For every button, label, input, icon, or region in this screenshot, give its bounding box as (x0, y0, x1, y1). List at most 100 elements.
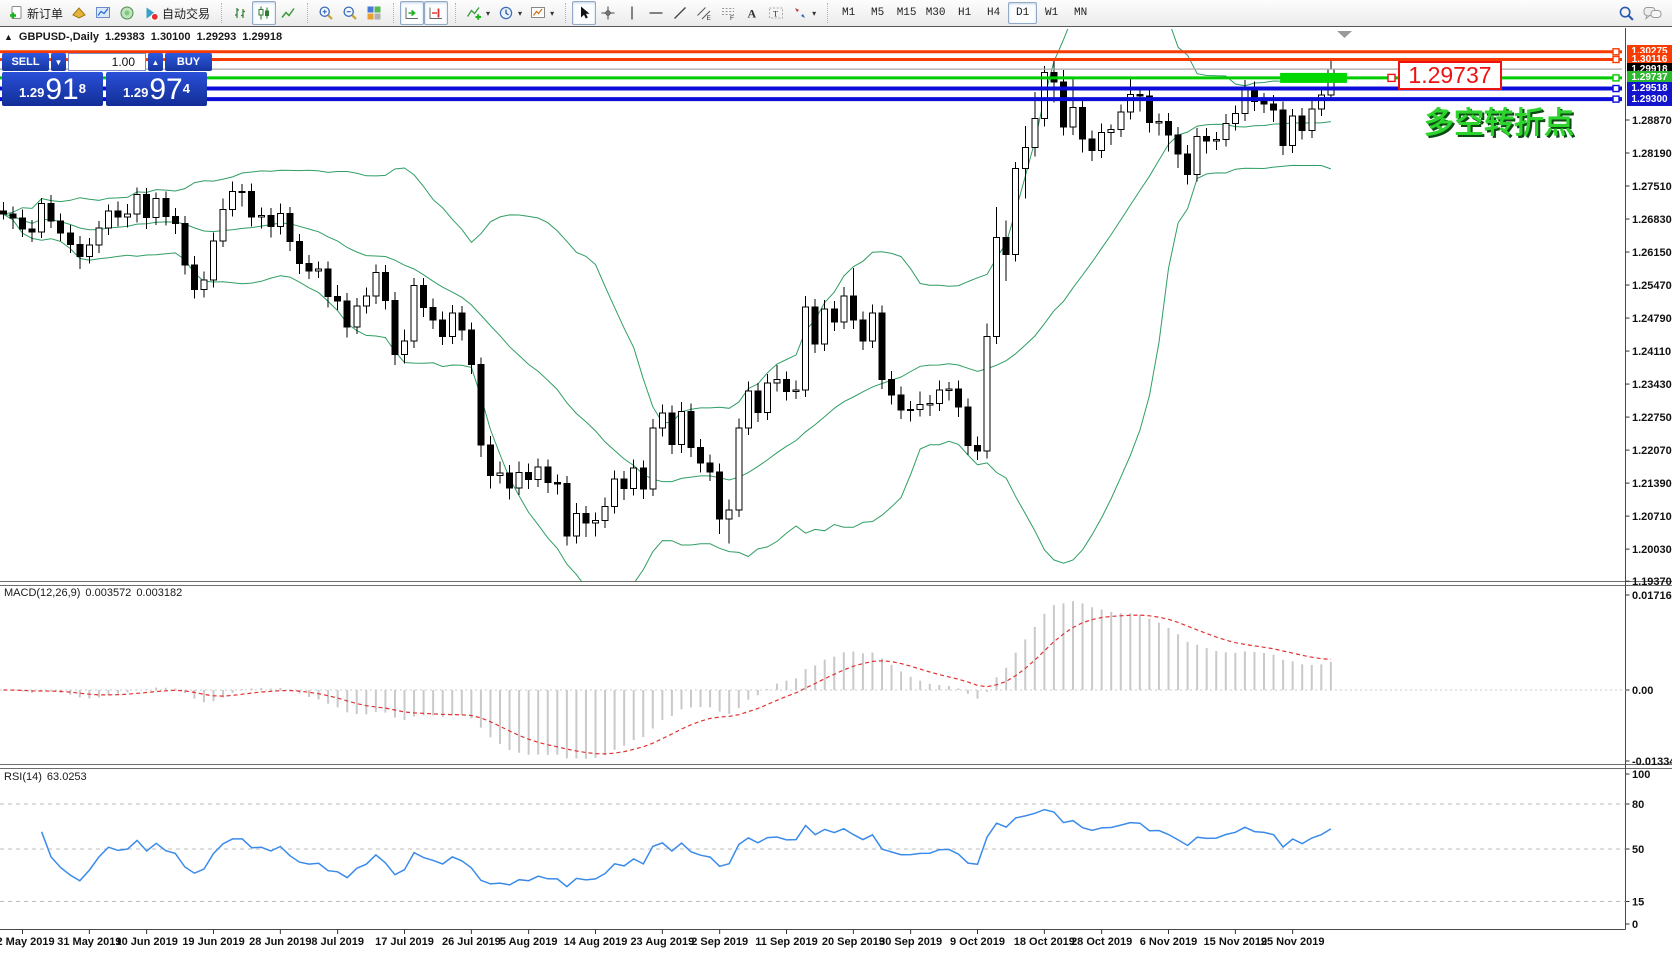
candle-body (267, 215, 275, 227)
price-tick-label: 1.28870 (1632, 115, 1672, 127)
candle-body (477, 364, 485, 446)
date-tick-label[interactable]: 14 Aug 2019 (564, 936, 628, 948)
toolbar-separator (827, 3, 829, 23)
indicators-button[interactable]: ▾ (462, 1, 494, 25)
sell-button[interactable]: SELL (2, 53, 49, 71)
toolbar-separator (307, 3, 309, 23)
search-icon[interactable] (1618, 5, 1635, 22)
tile-windows-button[interactable] (362, 1, 386, 25)
timeframe-m30[interactable]: M30 (925, 7, 946, 19)
candle-body (859, 319, 867, 342)
candle-body (162, 198, 170, 218)
candle-body (1079, 106, 1087, 140)
line-chart-button[interactable] (276, 1, 300, 25)
timeframe-mn[interactable]: MN (1073, 7, 1088, 19)
date-tick-label[interactable]: 11 Sep 2019 (755, 936, 817, 948)
timeframe-d1[interactable]: D1 (1008, 2, 1038, 24)
price-flag-anchor[interactable] (1387, 73, 1396, 83)
candle-body (334, 296, 342, 302)
price-flag-label[interactable]: 1.29737 (1398, 61, 1502, 90)
level-line-handle[interactable] (1612, 48, 1620, 56)
date-tick-label[interactable]: 22 May 2019 (0, 936, 55, 948)
volume-input[interactable]: 1.00 (68, 53, 146, 71)
date-tick-label[interactable]: 23 Aug 2019 (630, 936, 694, 948)
date-tick-label[interactable]: 2 Sep 2019 (691, 936, 748, 948)
date-tick-label[interactable]: 17 Jul 2019 (375, 936, 434, 948)
templates-button[interactable]: ▾ (526, 1, 558, 25)
horizontal-line-icon (648, 5, 664, 21)
buy-price-button[interactable]: 1.29 97 4 (106, 72, 207, 106)
candle-body (515, 471, 523, 489)
date-tick-label[interactable]: 18 Oct 2019 (1014, 936, 1075, 948)
level-line-handle[interactable] (1612, 74, 1620, 82)
text-button[interactable]: A (740, 1, 764, 25)
arrows-button[interactable]: ▾ (788, 1, 820, 25)
volume-decrease-button[interactable]: ▼ (51, 53, 66, 71)
sell-price-sup: 8 (78, 81, 86, 96)
level-line-handle[interactable] (1612, 95, 1620, 103)
vertical-line-button[interactable] (620, 1, 644, 25)
bollinger-middle-band (3, 121, 1331, 483)
crosshair-button[interactable] (596, 1, 620, 25)
candle-body (1174, 134, 1182, 155)
cursor-button[interactable] (572, 1, 597, 25)
candle-body (1040, 71, 1048, 120)
timeframe-m1[interactable]: M1 (841, 7, 856, 19)
timeframe-h4[interactable]: H4 (986, 7, 1001, 19)
timeframe-w1[interactable]: W1 (1044, 7, 1059, 19)
candle-body (57, 220, 65, 234)
autotrading-button[interactable]: 自动交易 (139, 1, 214, 25)
date-tick-label[interactable]: 9 Oct 2019 (950, 936, 1005, 948)
date-tick-label[interactable]: 25 Nov 2019 (1261, 936, 1325, 948)
zoom-out-button[interactable] (338, 1, 362, 25)
trendline-button[interactable] (668, 1, 692, 25)
candle-body (811, 306, 819, 345)
date-tick-label[interactable]: 15 Nov 2019 (1204, 936, 1268, 948)
market-watch-button[interactable] (115, 1, 139, 25)
timeframe-h1[interactable]: H1 (957, 7, 972, 19)
timeframe-m15[interactable]: M15 (896, 7, 917, 19)
zoom-in-button[interactable] (314, 1, 338, 25)
chart-canvas[interactable]: 1.28870 1.28190 1.27510 1.26830 1.26150 1.254… (0, 28, 1672, 953)
sell-price-button[interactable]: 1.29 91 8 (2, 72, 103, 106)
date-tick-label[interactable]: 28 Oct 2019 (1071, 936, 1132, 948)
horizontal-line-button[interactable] (644, 1, 668, 25)
date-tick-label[interactable]: 20 Sep 2019 (822, 936, 885, 948)
chinese-annotation[interactable]: 多空转折点 (1424, 107, 1574, 140)
volume-increase-button[interactable]: ▲ (148, 53, 163, 71)
timeframe-m5[interactable]: M5 (870, 7, 885, 19)
auto-scroll-button[interactable] (400, 1, 425, 25)
candle-body (219, 208, 227, 242)
candle-body (1069, 106, 1077, 128)
price-tick-label: 1.22070 (1632, 445, 1672, 457)
level-line-handle[interactable] (1612, 55, 1620, 64)
chat-icon[interactable] (1643, 5, 1662, 22)
new-order-button[interactable]: 新订单 (4, 1, 67, 25)
candle-body (181, 222, 189, 266)
highlight-rectangle[interactable] (1280, 72, 1347, 83)
chart-shift-marker[interactable] (1337, 31, 1352, 38)
bar-chart-button[interactable] (228, 1, 252, 25)
candle-body (1298, 115, 1306, 132)
buy-button[interactable]: BUY (165, 53, 212, 71)
level-line-handle[interactable] (1612, 84, 1620, 93)
equidistant-channel-button[interactable]: E (692, 1, 716, 25)
date-tick-label[interactable]: 26 Jul 2019 (442, 936, 501, 948)
date-tick-label[interactable]: 28 Jun 2019 (249, 936, 311, 948)
candlestick-chart-button[interactable] (252, 1, 277, 25)
date-tick-label[interactable]: 5 Aug 2019 (500, 936, 558, 948)
profile-button[interactable] (67, 1, 91, 25)
text-label-button[interactable]: T (764, 1, 788, 25)
chart-window[interactable]: 1.28870 1.28190 1.27510 1.26830 1.26150 1.254… (0, 28, 1672, 953)
fibonacci-button[interactable]: F (716, 1, 740, 25)
date-tick-label[interactable]: 30 Sep 2019 (879, 936, 942, 948)
collapse-triangle-icon[interactable]: ▲ (4, 32, 13, 42)
date-tick-label[interactable]: 8 Jul 2019 (311, 936, 364, 948)
charts-window-button[interactable] (91, 1, 115, 25)
date-tick-label[interactable]: 31 May 2019 (57, 936, 121, 948)
date-tick-label[interactable]: 6 Nov 2019 (1140, 936, 1197, 948)
periods-button[interactable]: ▾ (494, 1, 526, 25)
date-tick-label[interactable]: 10 Jun 2019 (115, 936, 177, 948)
date-tick-label[interactable]: 19 Jun 2019 (182, 936, 244, 948)
chart-shift-button[interactable] (424, 1, 449, 25)
